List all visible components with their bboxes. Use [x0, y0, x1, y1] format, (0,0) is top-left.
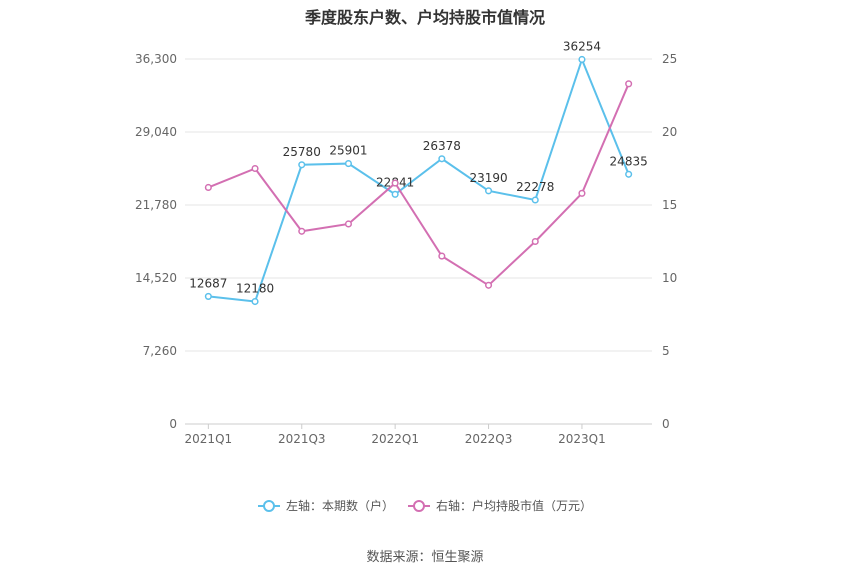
data-point: [251, 297, 259, 306]
data-label: 25780: [283, 145, 321, 159]
data-point: [625, 80, 633, 88]
left-axis-tick-label: 21,780: [135, 198, 177, 212]
data-point: [391, 190, 399, 198]
data-label: 22278: [516, 180, 554, 194]
data-point: [578, 55, 586, 64]
x-axis-tick-label: 2021Q3: [278, 432, 326, 446]
data-point: [531, 196, 539, 204]
data-point: [344, 220, 353, 228]
data-point: [625, 170, 633, 178]
left-axis-tick-label: 29,040: [135, 125, 177, 139]
x-axis-tick-label: 2022Q1: [371, 432, 419, 446]
data-point: [204, 183, 212, 192]
data-point: [438, 155, 446, 163]
series-line: [208, 56, 630, 303]
data-source-note: 数据来源：恒生聚源: [366, 550, 484, 565]
x-axis-tick-label: 2021Q1: [185, 432, 233, 446]
left-axis-tick-label: 7,260: [143, 344, 177, 358]
data-label: 36254: [563, 39, 601, 53]
legend-label: 右轴：户均持股市值（万元）: [436, 498, 592, 513]
right-axis-tick-label: 25: [662, 52, 677, 66]
x-axis-tick-label: 2022Q3: [465, 432, 513, 446]
data-label: 26378: [423, 139, 461, 153]
data-point: [391, 179, 399, 187]
data-label: 12180: [236, 282, 274, 296]
data-label: 12687: [189, 276, 227, 290]
data-point: [438, 252, 446, 260]
data-point: [298, 227, 306, 235]
series-line: [207, 83, 630, 287]
left-axis-tick-label: 0: [169, 417, 177, 431]
data-label: 24835: [610, 154, 648, 168]
data-point: [485, 187, 493, 195]
legend-label: 左轴：本期数（户）: [286, 498, 394, 513]
left-axis-tick-label: 14,520: [135, 271, 177, 285]
data-point: [251, 164, 259, 173]
legend-marker: [263, 500, 275, 512]
right-axis-tick-label: 15: [662, 198, 677, 212]
data-label: 23190: [469, 171, 507, 185]
data-point: [578, 189, 586, 197]
right-axis-tick-label: 5: [662, 344, 670, 358]
data-label: 25901: [329, 144, 367, 158]
x-axis-tick-label: 2023Q1: [558, 432, 606, 446]
data-point: [344, 160, 353, 168]
data-point: [204, 292, 212, 300]
right-axis-tick-label: 10: [662, 271, 677, 285]
legend-marker: [413, 500, 425, 512]
left-axis-tick-label: 36,300: [135, 52, 177, 66]
data-point: [298, 161, 306, 169]
right-axis-tick-label: 20: [662, 125, 677, 139]
chart-title: 季度股东户数、户均持股市值情况: [304, 8, 545, 27]
data-point: [531, 237, 539, 246]
right-axis-tick-label: 0: [662, 417, 670, 431]
data-point: [485, 281, 493, 289]
